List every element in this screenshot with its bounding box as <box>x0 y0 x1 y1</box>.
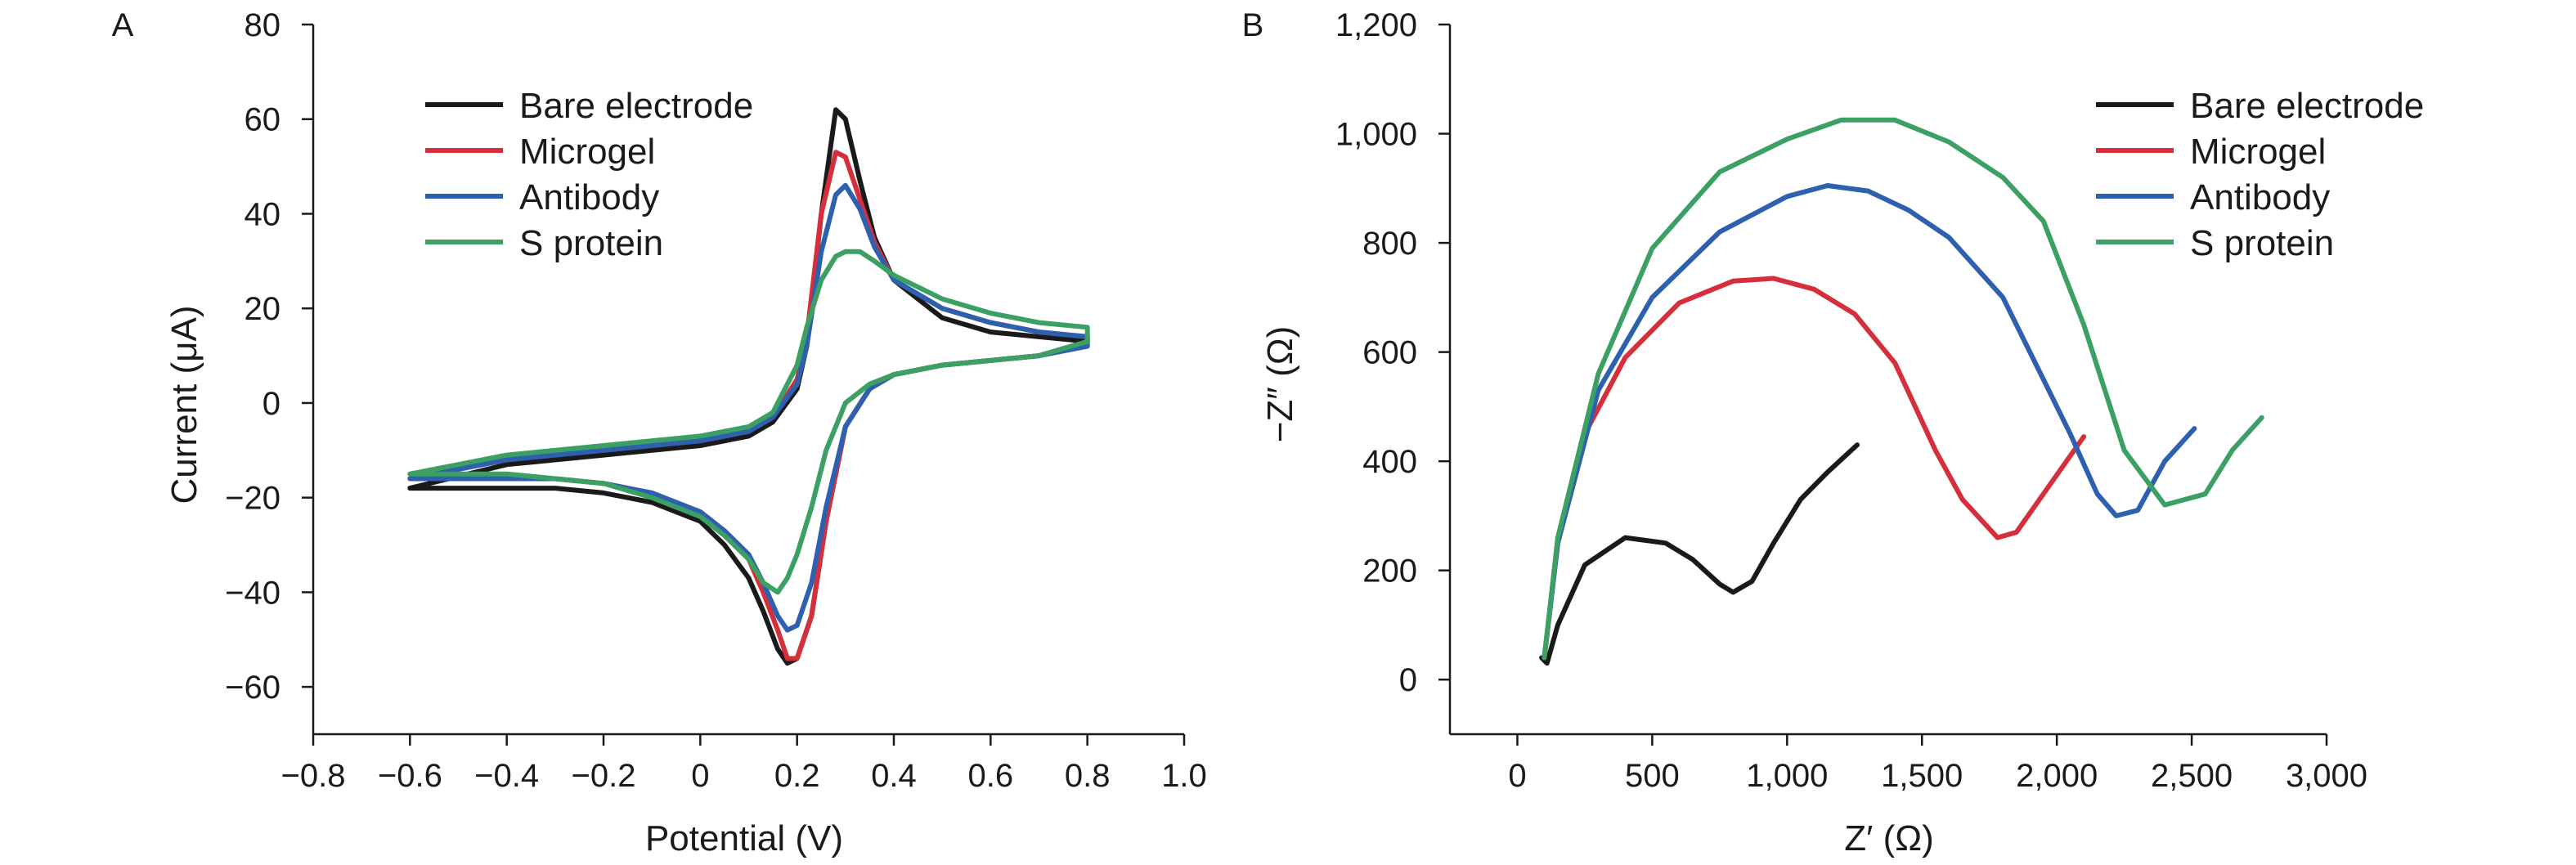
panel-b-series-group <box>1539 117 2264 666</box>
x-tick-label: 1,000 <box>1746 758 1828 794</box>
panel-b-legend: Bare electrode Microgel Antibody S protein <box>2096 86 2424 263</box>
y-tick-label: 400 <box>1362 444 1417 480</box>
y-tick-label: 20 <box>245 291 281 327</box>
x-tick-label: 2,000 <box>2016 758 2098 794</box>
y-tick-label: 1,000 <box>1335 117 1417 153</box>
y-tick-label: 600 <box>1362 335 1417 371</box>
x-tick-label: 0.8 <box>1065 758 1111 794</box>
panel-b-y-axis-title: −Z″ (Ω) <box>1260 326 1300 443</box>
x-tick-label: 2,500 <box>2151 758 2233 794</box>
y-tick-label: −40 <box>225 575 280 611</box>
y-tick-label: 80 <box>245 7 281 43</box>
x-tick-label: −0.6 <box>378 758 442 794</box>
legend-label-s-protein: S protein <box>519 223 663 263</box>
panel-b-label: B <box>1242 7 1264 43</box>
x-tick-label: −0.2 <box>572 758 636 794</box>
legend-label-microgel: Microgel <box>519 132 655 172</box>
y-tick-label: 200 <box>1362 554 1417 589</box>
panel-a-cyclic-voltammetry: A −0.8 −0.6 −0.4 −0.2 0 0.2 0.4 0.6 0.8 1.0 −60 −40… <box>112 7 1207 858</box>
y-tick-label: 40 <box>245 196 281 232</box>
y-tick-label: 60 <box>245 102 281 138</box>
y-tick-label: 800 <box>1362 226 1417 262</box>
legend-label-bare-electrode: Bare electrode <box>2190 86 2424 126</box>
x-tick-label: 3,000 <box>2286 758 2367 794</box>
x-tick-label: −0.8 <box>281 758 346 794</box>
panel-a-series-group <box>407 107 1090 666</box>
y-tick-label: −60 <box>225 670 280 706</box>
series-line-bare-electrode <box>1539 442 1860 666</box>
legend-label-antibody: Antibody <box>519 177 659 217</box>
panel-b-x-axis-title: Z′ (Ω) <box>1844 818 1934 858</box>
panel-a-legend: Bare electrode Microgel Antibody S protein <box>425 86 753 263</box>
panel-a-y-axis-title: Current (μA) <box>164 306 204 504</box>
x-tick-label: 0 <box>691 758 709 794</box>
x-tick-label: 1,500 <box>1881 758 1963 794</box>
x-tick-label: 500 <box>1625 758 1680 794</box>
panel-a-label: A <box>112 7 134 43</box>
panel-b-axes: 0 500 1,000 1,500 2,000 2,500 3,000 0 200 400 600 8… <box>1335 7 2367 794</box>
legend-label-s-protein: S protein <box>2190 223 2334 263</box>
x-tick-label: 0.6 <box>968 758 1014 794</box>
y-tick-label: 1,200 <box>1335 7 1417 43</box>
legend-label-microgel: Microgel <box>2190 132 2326 172</box>
x-tick-label: 0.2 <box>774 758 820 794</box>
panel-b-impedance-spectra: B 0 500 1,000 1,500 2,000 2,500 3,000 0 200 400 60… <box>1242 7 2425 858</box>
series-line-antibody <box>1542 183 2197 661</box>
y-tick-label: −20 <box>225 481 280 517</box>
x-tick-label: 0 <box>1508 758 1526 794</box>
y-tick-label: 0 <box>263 386 280 422</box>
legend-label-bare-electrode: Bare electrode <box>519 86 753 126</box>
panel-a-x-axis-title: Potential (V) <box>645 818 843 858</box>
series-line-bare-electrode <box>407 107 1090 666</box>
series-line-s-protein <box>1542 117 2264 661</box>
y-tick-label: 0 <box>1399 662 1417 698</box>
series-line-microgel <box>1542 276 2087 661</box>
x-tick-label: −0.4 <box>474 758 539 794</box>
x-tick-label: 0.4 <box>871 758 917 794</box>
x-tick-label: 1.0 <box>1161 758 1207 794</box>
series-line-s-protein <box>407 249 1090 595</box>
panel-a-axes: −0.8 −0.6 −0.4 −0.2 0 0.2 0.4 0.6 0.8 1.0 −60 −40 −2… <box>225 7 1207 794</box>
legend-label-antibody: Antibody <box>2190 177 2330 217</box>
